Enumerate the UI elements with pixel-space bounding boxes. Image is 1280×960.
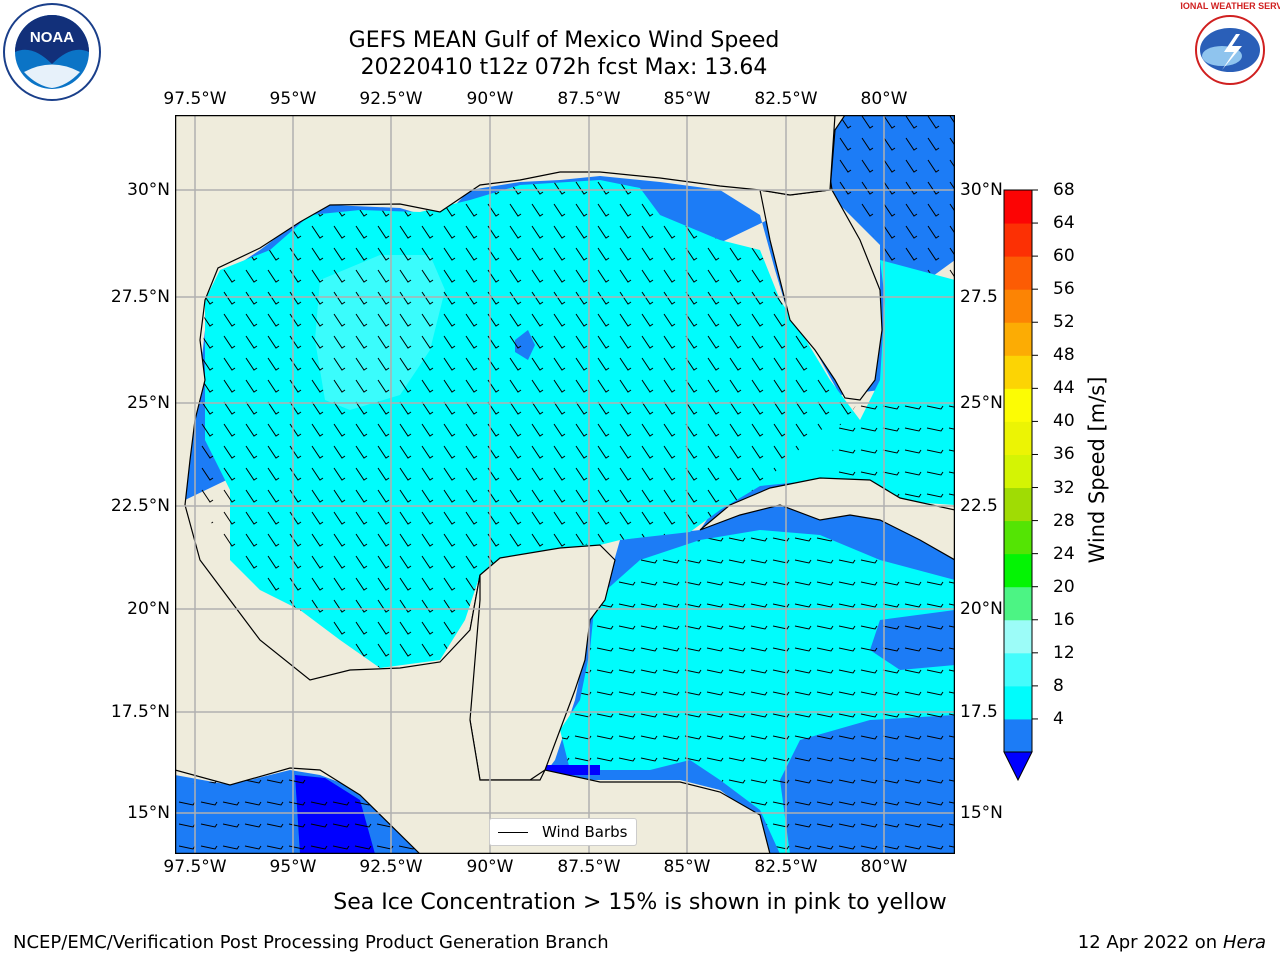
colorbar-tick-label: 40 bbox=[1053, 411, 1075, 432]
wind-barbs-gulf bbox=[200, 180, 860, 668]
colorbar-segment bbox=[1004, 256, 1032, 290]
colorbar-tick-label: 12 bbox=[1053, 642, 1075, 663]
colorbar-tick-label: 28 bbox=[1053, 510, 1075, 531]
colorbar-segment bbox=[1004, 718, 1032, 753]
lon-label-top: 90°W bbox=[466, 89, 514, 109]
legend-label: Wind Barbs bbox=[542, 823, 628, 841]
colorbar-segment bbox=[1004, 223, 1032, 257]
lon-label-bottom: 82.5°W bbox=[754, 857, 818, 877]
footer-credit: NCEP/EMC/Verification Post Processing Pr… bbox=[13, 932, 609, 953]
colorbar-tick-label: 20 bbox=[1053, 576, 1075, 597]
nws-logo-text: NATIONAL WEATHER SERVICE bbox=[1180, 1, 1280, 11]
lat-label-right: 30°N bbox=[960, 180, 1003, 200]
lat-label-right: 15°N bbox=[960, 803, 1003, 823]
colorbar-tick-label: 8 bbox=[1053, 675, 1064, 696]
lon-label-top: 95°W bbox=[269, 89, 317, 109]
lat-label-left: 27.5°N bbox=[110, 287, 170, 307]
lat-label-right: 22.5 bbox=[960, 496, 998, 516]
colorbar-tick-label: 16 bbox=[1053, 609, 1075, 630]
lat-label-left: 15°N bbox=[127, 803, 170, 823]
lon-label-top: 85°W bbox=[663, 89, 711, 109]
lon-label-bottom: 85°W bbox=[663, 857, 711, 877]
sea-ice-note: Sea Ice Concentration > 15% is shown in … bbox=[333, 890, 947, 915]
colorbar-segment bbox=[1004, 355, 1032, 389]
mexico-coast-land bbox=[175, 115, 836, 854]
colorbar-tick-label: 52 bbox=[1053, 312, 1075, 333]
nws-logo: NATIONAL WEATHER SERVICE bbox=[1180, 1, 1280, 98]
colorbar-segment bbox=[1004, 421, 1032, 455]
lon-label-bottom: 80°W bbox=[860, 857, 908, 877]
noaa-logo: NOAA bbox=[3, 3, 101, 101]
colorbar-tick-label: 44 bbox=[1053, 378, 1075, 399]
wind-barb-legend-line bbox=[498, 832, 528, 833]
footer-date-text: 12 Apr 2022 on bbox=[1077, 932, 1223, 953]
lon-label-top: 97.5°W bbox=[163, 89, 227, 109]
colorbar-segment bbox=[1004, 586, 1032, 621]
map-legend: Wind Barbs bbox=[489, 818, 637, 846]
colorbar-segment bbox=[1004, 190, 1032, 224]
map-panel bbox=[175, 115, 955, 854]
lat-label-left: 22.5°N bbox=[110, 496, 170, 516]
wind-barbs-atlantic bbox=[835, 115, 955, 280]
noaa-logo-text: NOAA bbox=[30, 29, 74, 46]
colorbar-tick-label: 56 bbox=[1053, 279, 1075, 300]
colorbar-segment bbox=[1004, 388, 1032, 422]
lon-label-top: 82.5°W bbox=[754, 89, 818, 109]
colorbar-label: Wind Speed [m/s] bbox=[1085, 376, 1109, 564]
lon-label-top: 92.5°W bbox=[359, 89, 423, 109]
lon-label-bottom: 87.5°W bbox=[557, 857, 621, 877]
lon-label-bottom: 90°W bbox=[466, 857, 514, 877]
lon-label-bottom: 95°W bbox=[269, 857, 317, 877]
colorbar-tick-label: 60 bbox=[1053, 246, 1075, 267]
colorbar bbox=[1003, 189, 1038, 782]
lat-label-left: 17.5°N bbox=[110, 702, 170, 722]
lat-label-right: 17.5 bbox=[960, 702, 998, 722]
lat-label-right: 25°N bbox=[960, 393, 1003, 413]
footer-machine: Hera bbox=[1222, 932, 1266, 953]
lon-label-top: 80°W bbox=[860, 89, 908, 109]
lon-label-bottom: 92.5°W bbox=[359, 857, 423, 877]
lat-label-left: 30°N bbox=[127, 180, 170, 200]
map-title: GEFS MEAN Gulf of Mexico Wind Speed bbox=[348, 28, 780, 53]
colorbar-tick-label: 32 bbox=[1053, 477, 1075, 498]
colorbar-segment bbox=[1004, 520, 1032, 555]
lon-label-bottom: 97.5°W bbox=[163, 857, 227, 877]
colorbar-tick-label: 48 bbox=[1053, 345, 1075, 366]
colorbar-segment bbox=[1004, 487, 1032, 522]
lat-label-right: 20°N bbox=[960, 599, 1003, 619]
colorbar-frame bbox=[1003, 189, 1033, 752]
colorbar-segment bbox=[1004, 685, 1032, 720]
florida-land bbox=[759, 115, 883, 401]
colorbar-segment bbox=[1004, 652, 1032, 687]
colorbar-tick-label: 36 bbox=[1053, 444, 1075, 465]
colorbar-segment bbox=[1004, 322, 1032, 356]
colorbar-segment bbox=[1004, 454, 1032, 489]
colorbar-under-arrow bbox=[1003, 751, 1033, 782]
wind-barbs-caribbean bbox=[560, 530, 955, 854]
lon-label-top: 87.5°W bbox=[557, 89, 621, 109]
colorbar-tick-label: 24 bbox=[1053, 543, 1075, 564]
colorbar-tick-label: 4 bbox=[1053, 708, 1064, 729]
lat-label-left: 20°N bbox=[127, 599, 170, 619]
map-gridlines bbox=[175, 115, 955, 854]
colorbar-segment bbox=[1004, 619, 1032, 654]
footer-date: 12 Apr 2022 on Hera bbox=[1078, 932, 1266, 953]
lat-label-right: 27.5 bbox=[960, 287, 998, 307]
map-frame bbox=[175, 115, 955, 854]
map-subtitle: 20220410 t12z 072h fcst Max: 13.64 bbox=[360, 55, 768, 80]
wind-barbs-florida bbox=[830, 400, 955, 505]
colorbar-tick-label: 68 bbox=[1053, 180, 1075, 200]
colorbar-segment bbox=[1004, 553, 1032, 588]
lat-label-left: 25°N bbox=[127, 393, 170, 413]
colorbar-segment bbox=[1004, 289, 1032, 323]
colorbar-tick-label: 64 bbox=[1053, 213, 1075, 234]
